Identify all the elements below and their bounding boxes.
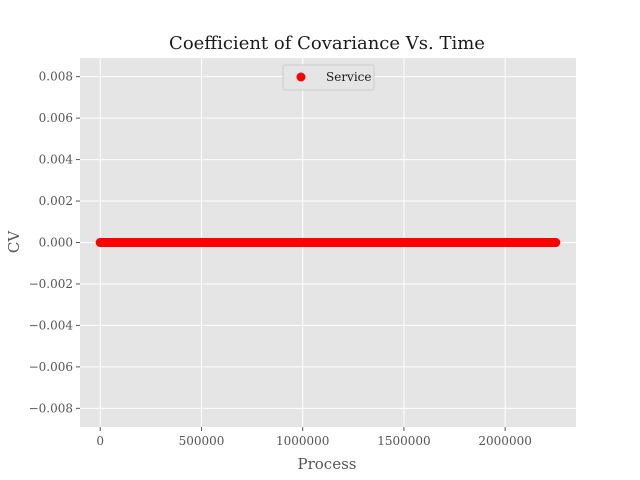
y-tick-label: −0.006 bbox=[29, 360, 73, 374]
y-tick-label: −0.002 bbox=[29, 277, 73, 291]
legend-marker bbox=[296, 72, 306, 82]
legend-box bbox=[282, 64, 375, 91]
y-tick-label: 0.002 bbox=[39, 194, 73, 208]
data-point bbox=[171, 238, 181, 247]
data-point bbox=[475, 238, 485, 247]
y-tick-label: −0.004 bbox=[29, 318, 74, 332]
data-point bbox=[525, 238, 535, 247]
data-point bbox=[222, 238, 232, 247]
y-axis: −0.008 −0.006 −0.004 −0.002 0.000 0.002 0.004 0… bbox=[29, 70, 80, 415]
y-tick-label: −0.008 bbox=[29, 401, 73, 415]
data-point bbox=[272, 238, 282, 247]
data-point bbox=[247, 238, 257, 247]
data-point bbox=[374, 238, 384, 247]
data-point bbox=[95, 238, 105, 247]
chart-title: Coefficient of Covariance Vs. Time bbox=[169, 33, 485, 54]
data-point bbox=[348, 238, 358, 247]
data-point bbox=[146, 238, 156, 247]
legend-label: Service bbox=[326, 70, 372, 84]
y-tick-label: 0.006 bbox=[39, 111, 73, 125]
x-tick-label: 2000000 bbox=[478, 434, 531, 448]
x-tick-label: 500000 bbox=[179, 434, 225, 448]
x-tick-label: 1500000 bbox=[377, 434, 430, 448]
y-tick-label: 0.000 bbox=[39, 236, 73, 250]
data-point bbox=[298, 238, 308, 247]
x-tick-label: 0 bbox=[96, 434, 104, 448]
data-point bbox=[450, 238, 460, 247]
data-point bbox=[121, 238, 131, 247]
data-point bbox=[196, 238, 206, 247]
x-axis: 0 500000 1000000 1500000 2000000 bbox=[96, 427, 532, 448]
y-axis-label: CV bbox=[5, 230, 23, 253]
data-point bbox=[500, 238, 510, 247]
data-point bbox=[551, 238, 561, 247]
data-point bbox=[399, 238, 409, 247]
legend: Service bbox=[282, 64, 375, 91]
data-points bbox=[95, 238, 561, 247]
x-axis-label: Process bbox=[298, 455, 357, 473]
data-point bbox=[323, 238, 333, 247]
x-tick-label: 1000000 bbox=[276, 434, 329, 448]
y-tick-label: 0.008 bbox=[39, 70, 73, 84]
y-tick-label: 0.004 bbox=[39, 153, 74, 167]
data-point bbox=[424, 238, 434, 247]
